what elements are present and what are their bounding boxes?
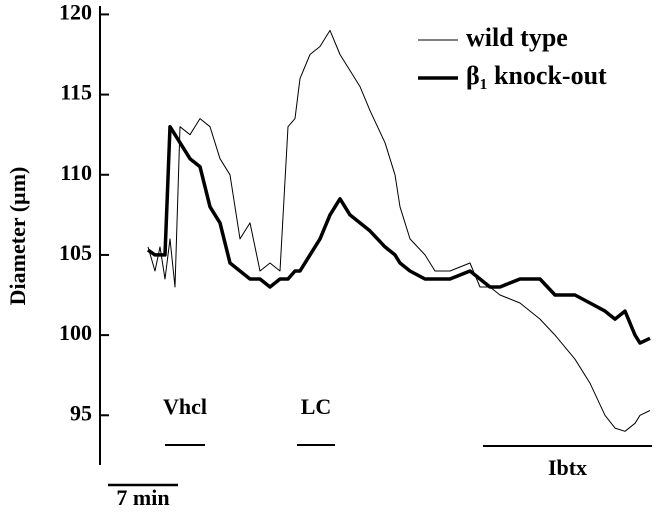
legend-label: wild type <box>466 23 568 52</box>
y-axis-label: Diameter (µm) <box>5 167 30 306</box>
annotation-label: LC <box>301 394 332 419</box>
y-tick-label: 120 <box>59 0 92 24</box>
data-line <box>147 124 651 345</box>
annotation-label: Ibtx <box>548 455 587 480</box>
y-tick-label: 100 <box>59 320 92 345</box>
y-tick-label: 110 <box>60 160 92 185</box>
y-tick-label: 95 <box>70 400 92 425</box>
y-tick-label: 115 <box>60 80 92 105</box>
annotation-label: Vhcl <box>163 394 207 419</box>
y-tick-label: 105 <box>59 240 92 265</box>
legend-label: β₁ knock-out <box>466 61 607 90</box>
scale-bar-label: 7 min <box>116 485 169 510</box>
data-line <box>147 29 651 432</box>
